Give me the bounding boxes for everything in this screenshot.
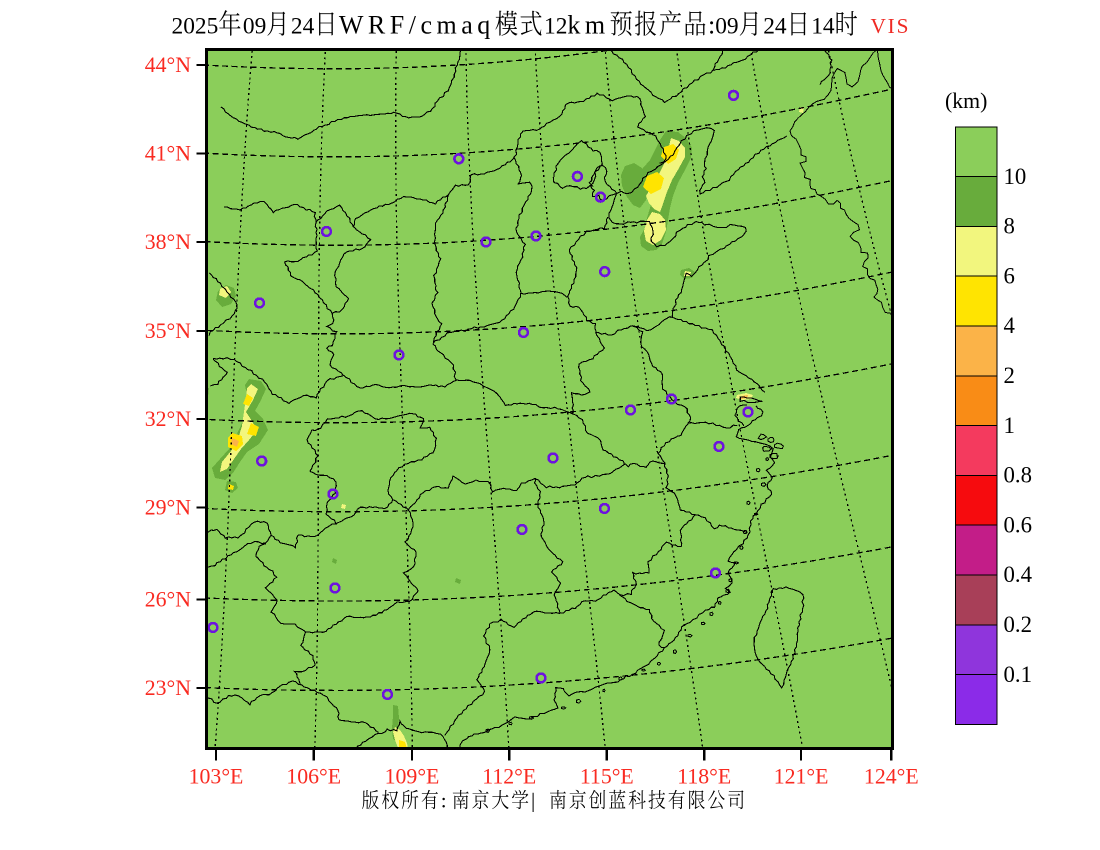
svg-text:09: 09	[243, 14, 266, 40]
svg-text:0.1: 0.1	[1004, 662, 1033, 687]
svg-text:35°N: 35°N	[145, 319, 192, 343]
svg-text:109°E: 109°E	[385, 764, 440, 788]
svg-text:41°N: 41°N	[145, 142, 192, 166]
svg-text:24: 24	[763, 14, 787, 40]
svg-text:32°N: 32°N	[145, 407, 192, 431]
svg-text:1: 1	[1004, 413, 1015, 438]
svg-text:103°E: 103°E	[189, 764, 244, 788]
svg-text:118°E: 118°E	[677, 764, 731, 788]
svg-text:29°N: 29°N	[145, 496, 192, 520]
svg-text:24: 24	[291, 14, 315, 40]
svg-text:0.2: 0.2	[1004, 612, 1033, 637]
svg-text:0.6: 0.6	[1004, 512, 1033, 537]
svg-text:09: 09	[715, 14, 738, 40]
svg-text:10: 10	[1004, 164, 1027, 189]
svg-text:(km): (km)	[945, 89, 987, 113]
svg-text:WRF/cmaq: WRF/cmaq	[339, 11, 495, 40]
svg-text:0.4: 0.4	[1004, 562, 1033, 587]
svg-text:VIS: VIS	[871, 14, 911, 38]
svg-text:14: 14	[811, 14, 835, 40]
svg-text:115°E: 115°E	[580, 764, 634, 788]
svg-text:8: 8	[1004, 214, 1015, 239]
svg-text:106°E: 106°E	[286, 764, 341, 788]
svg-text:|: |	[531, 789, 535, 813]
svg-text:12: 12	[544, 14, 567, 40]
svg-text:124°E: 124°E	[864, 764, 919, 788]
svg-text:38°N: 38°N	[145, 230, 192, 254]
svg-text:44°N: 44°N	[145, 53, 192, 77]
svg-text::: :	[708, 11, 715, 40]
svg-text:121°E: 121°E	[774, 764, 829, 788]
svg-text:2: 2	[1004, 363, 1015, 388]
svg-text:6: 6	[1004, 263, 1015, 288]
svg-text::: :	[441, 789, 447, 813]
svg-text:2025: 2025	[172, 14, 219, 40]
svg-text:26°N: 26°N	[145, 588, 192, 612]
svg-text:0.8: 0.8	[1004, 463, 1033, 488]
svg-text:112°E: 112°E	[482, 764, 536, 788]
svg-text:km: km	[567, 11, 609, 40]
svg-text:4: 4	[1004, 313, 1016, 338]
svg-text:23°N: 23°N	[145, 676, 192, 700]
